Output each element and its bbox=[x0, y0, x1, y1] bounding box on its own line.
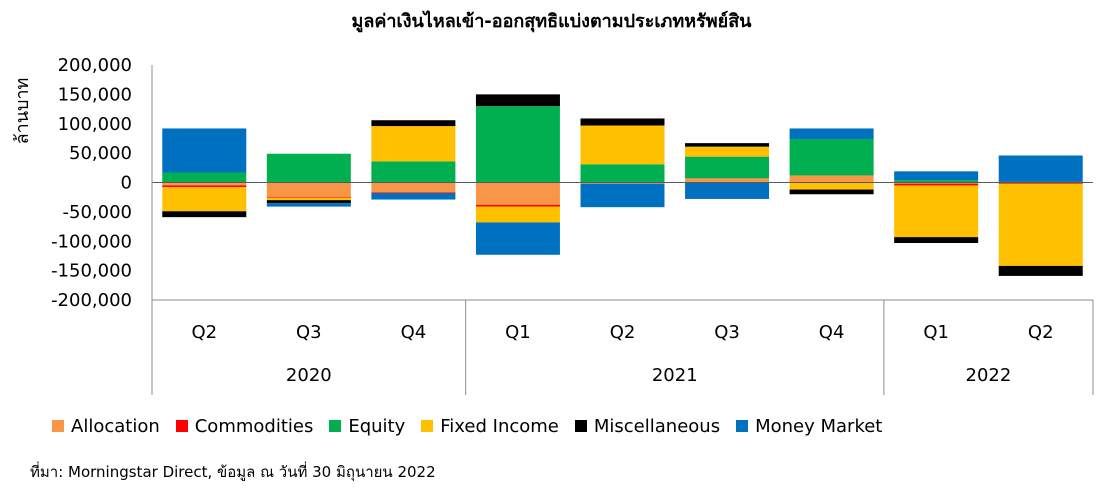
bar-segment-money-market bbox=[162, 128, 247, 173]
x-tick-label: Q1 bbox=[505, 322, 531, 343]
bar-segment-equity bbox=[475, 106, 560, 183]
bar-segment-fixed-income bbox=[685, 146, 770, 157]
legend-swatch bbox=[52, 420, 64, 432]
y-tick-label: 100,000 bbox=[58, 114, 132, 135]
bar-segment-equity bbox=[266, 153, 351, 183]
bar-segment-commodities bbox=[998, 183, 1083, 185]
x-tick-label: Q2 bbox=[1028, 322, 1054, 343]
bar-segment-allocation bbox=[580, 182, 665, 184]
y-tick-label: -50,000 bbox=[63, 202, 132, 223]
x-tick-label: Q4 bbox=[401, 322, 427, 343]
bar-segment-commodities bbox=[475, 204, 560, 207]
bar-segment-allocation bbox=[266, 182, 351, 198]
legend-label: Equity bbox=[348, 415, 406, 437]
bar-segment-fixed-income bbox=[475, 206, 560, 223]
bar-segment-miscellaneous bbox=[789, 189, 874, 195]
bar-segment-miscellaneous bbox=[266, 200, 351, 204]
bar-segment-allocation bbox=[162, 182, 247, 186]
y-tick-label: -150,000 bbox=[51, 261, 132, 282]
bar-segment-miscellaneous bbox=[998, 265, 1083, 276]
bar-segment-allocation bbox=[894, 182, 979, 184]
bar-segment-equity bbox=[789, 139, 874, 176]
bar-segment-miscellaneous bbox=[685, 143, 770, 147]
bar-segment-equity bbox=[894, 180, 979, 183]
legend-swatch bbox=[736, 420, 749, 432]
y-tick-label: -100,000 bbox=[51, 231, 132, 252]
legend-item-equity: Equity bbox=[329, 416, 405, 437]
x-tick-label: Q2 bbox=[191, 322, 217, 343]
legend: Allocation Commodities Equity Fixed Income M… bbox=[52, 414, 898, 438]
bar-segment-fixed-income bbox=[894, 185, 979, 238]
bar-segment-miscellaneous bbox=[475, 94, 560, 107]
bar-segment-money-market bbox=[475, 222, 560, 255]
bar-segment-money-market bbox=[266, 203, 351, 207]
bar-segment-miscellaneous bbox=[162, 211, 247, 218]
bar-segment-fixed-income bbox=[371, 126, 456, 162]
bar-segment-fixed-income bbox=[162, 187, 247, 212]
source-note: ที่มา: Morningstar Direct, ข้อมูล ณ วันท… bbox=[30, 463, 436, 481]
bar-segment-equity bbox=[162, 172, 247, 183]
bar-segment-money-market bbox=[371, 193, 456, 200]
legend-item-miscellaneous: Miscellaneous bbox=[574, 415, 721, 437]
bar-segment-equity bbox=[580, 164, 665, 183]
legend-label: Commodities bbox=[194, 415, 314, 437]
legend-swatch bbox=[329, 420, 342, 432]
bar-segment-equity bbox=[685, 156, 770, 179]
x-group-label: 2022 bbox=[966, 365, 1012, 386]
bar-segment-miscellaneous bbox=[371, 120, 456, 127]
bar-segment-money-market bbox=[894, 171, 979, 181]
bar-segment-miscellaneous bbox=[580, 118, 665, 126]
legend-label: Money Market bbox=[755, 415, 883, 437]
bar-segment-fixed-income bbox=[266, 197, 351, 201]
legend-swatch bbox=[574, 420, 587, 432]
bar-segment-commodities bbox=[894, 183, 979, 186]
x-tick-label: Q2 bbox=[610, 322, 636, 343]
bar-segment-fixed-income bbox=[580, 125, 665, 165]
bar-segment-allocation bbox=[685, 178, 770, 183]
y-axis-title: ล้านบาท bbox=[12, 78, 33, 145]
bar-segment-allocation bbox=[475, 182, 560, 205]
bar-segment-money-market bbox=[998, 155, 1083, 182]
legend-label: Fixed Income bbox=[440, 415, 559, 437]
legend-item-fixed-income: Fixed Income bbox=[421, 416, 559, 437]
x-tick-label: Q3 bbox=[296, 322, 322, 343]
bar-segment-allocation bbox=[789, 175, 874, 183]
bar-segment-commodities bbox=[162, 185, 247, 188]
legend-label: Allocation bbox=[71, 415, 160, 437]
y-tick-label: 0 bbox=[121, 173, 132, 194]
x-group-label: 2021 bbox=[652, 365, 698, 386]
bar-segment-miscellaneous bbox=[894, 237, 979, 244]
bar-segment-commodities bbox=[266, 197, 351, 199]
legend-label: Miscellaneous bbox=[593, 415, 721, 437]
chart-title: มูลค่าเงินไหลเข้า-ออกสุทธิแบ่งตามประเภทห… bbox=[351, 11, 752, 32]
legend-item-money-market: Money Market bbox=[736, 416, 882, 437]
bar-segment-money-market bbox=[580, 183, 665, 208]
y-tick-label: 50,000 bbox=[69, 143, 132, 164]
legend-swatch bbox=[421, 420, 434, 432]
legend-swatch bbox=[175, 420, 188, 432]
y-tick-label: 150,000 bbox=[58, 84, 132, 105]
y-tick-label: -200,000 bbox=[51, 290, 132, 311]
bar-segment-money-market bbox=[789, 128, 874, 140]
legend-item-allocation: Allocation bbox=[52, 416, 160, 437]
y-tick-label: 200,000 bbox=[58, 55, 132, 76]
x-group-label: 2020 bbox=[286, 365, 332, 386]
bar-segment-commodities bbox=[371, 192, 456, 194]
bar-segment-fixed-income bbox=[789, 182, 874, 190]
x-tick-label: Q3 bbox=[714, 322, 740, 343]
bar-segment-fixed-income bbox=[998, 183, 1083, 266]
x-tick-label: Q4 bbox=[819, 322, 845, 343]
bar-segment-allocation bbox=[371, 182, 456, 193]
x-tick-label: Q1 bbox=[923, 322, 949, 343]
legend-item-commodities: Commodities bbox=[175, 415, 314, 437]
bar-segment-money-market bbox=[685, 182, 770, 199]
bar-segment-equity bbox=[371, 161, 456, 183]
